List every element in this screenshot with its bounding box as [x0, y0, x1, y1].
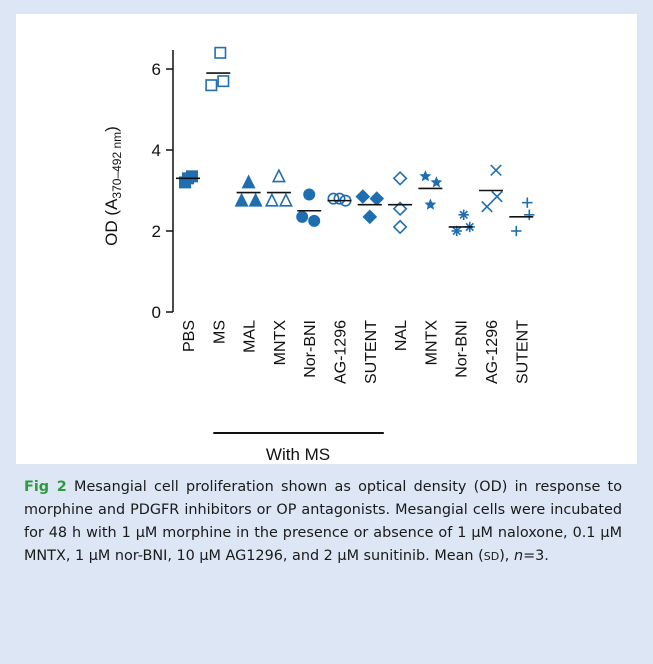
- x-tick-label: MNTX: [272, 320, 289, 366]
- data-point: [522, 197, 533, 208]
- data-point: [369, 191, 385, 206]
- y-tick-label: 6: [152, 60, 161, 79]
- data-point: [248, 192, 263, 207]
- data-point: [278, 192, 293, 207]
- data-point: [217, 75, 230, 88]
- data-point: [264, 192, 279, 207]
- x-tick-label: SUTENT: [363, 320, 380, 384]
- caption-sd: SD: [483, 550, 500, 563]
- y-tick-label: 2: [152, 222, 161, 241]
- x-tick-label: MNTX: [423, 320, 440, 366]
- data-point: [271, 168, 286, 183]
- caption-text-3: =3.: [523, 548, 549, 564]
- x-tick-label: NAL: [393, 320, 410, 351]
- y-tick-label: 0: [152, 303, 161, 322]
- data-point: [424, 198, 437, 210]
- data-point: [327, 192, 340, 205]
- y-tick-label: 4: [152, 141, 161, 160]
- od-scatter-chart: 0 2 4 6 OD (A370–492 nm) PBS MS MAL MNTX Nor-BNI A…: [102, 46, 535, 464]
- x-tick-label: Nor-BNI: [454, 320, 471, 378]
- data-point: [491, 190, 503, 203]
- x-tick-label: SUTENT: [514, 320, 531, 384]
- with-ms-label: With MS: [266, 445, 330, 464]
- data-point: [179, 176, 192, 189]
- figure-caption: Fig 2 Mesangial cell proliferation shown…: [24, 476, 622, 568]
- data-point: [524, 209, 535, 220]
- data-point: [214, 46, 227, 59]
- x-tick-label: AG-1296: [484, 320, 501, 384]
- data-point: [481, 200, 493, 213]
- data-point: [430, 176, 443, 188]
- caption-n: n: [513, 548, 524, 564]
- x-tick-label: MAL: [242, 320, 259, 353]
- x-tick-label: PBS: [181, 320, 198, 352]
- data-point: [490, 164, 502, 177]
- data-point: [303, 188, 316, 201]
- data-point: [355, 189, 371, 204]
- data-point: [392, 171, 408, 186]
- figure-label: Fig 2: [24, 479, 67, 495]
- data-point: [419, 170, 432, 182]
- x-tick-label: Nor-BNI: [302, 320, 319, 378]
- data-point: [296, 210, 309, 223]
- data-point: [451, 225, 462, 237]
- data-point: [392, 201, 408, 217]
- caption-text: Mesangial cell proliferation shown as op…: [24, 479, 622, 564]
- x-tick-label: MS: [211, 320, 228, 344]
- x-tick-label: AG-1296: [333, 320, 350, 384]
- data-point: [241, 174, 256, 189]
- data-point: [511, 225, 522, 237]
- data-point: [186, 170, 199, 183]
- caption-text-2: ),: [499, 548, 514, 564]
- y-axis-label: OD (A370–492 nm): [102, 126, 124, 246]
- data-point: [308, 214, 321, 227]
- data-point: [333, 192, 346, 205]
- data-point: [234, 192, 249, 207]
- data-point: [362, 209, 378, 225]
- data-point: [392, 219, 408, 235]
- data-point: [205, 79, 218, 92]
- figure-panel: 0 2 4 6 OD (A370–492 nm) PBS MS MAL MNTX Nor-BNI A…: [16, 14, 637, 464]
- data-point: [458, 209, 469, 220]
